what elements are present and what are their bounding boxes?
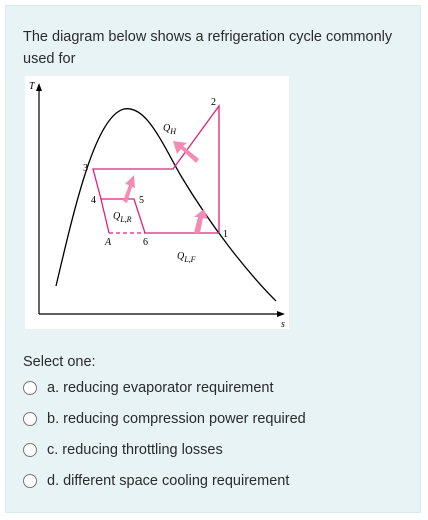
point-label: 4 [91,195,96,206]
heat-label: QH [163,123,177,136]
cycle [92,104,220,234]
point-label: 5 [139,195,144,206]
option-text: c. reducing throttling losses [47,442,223,458]
diagram-bg [25,76,289,329]
option-text: d. different space cooling requirement [47,473,290,489]
option[interactable]: d. different space cooling requirement [23,473,289,489]
heat-label: QL,F [177,251,196,264]
radio[interactable] [23,443,37,457]
s-axis-label: s [281,319,285,329]
radio[interactable] [23,412,37,426]
option-text: a. reducing evaporator requirement [47,380,274,396]
radio[interactable] [23,474,37,488]
prompt: Select one: [23,354,96,370]
radio[interactable] [23,381,37,395]
option-text: b. reducing compression power required [47,411,306,427]
question-card: The diagram below shows a refrigeration … [5,5,421,513]
question-text: The diagram below shows a refrigeration … [23,29,393,67]
heat-label: QL,R [113,211,132,224]
ts-diagram: T s 1 2 3 4 5 6 A QH QL,R QL,F [25,76,289,329]
axis-arrow [36,83,42,91]
point-label: A [104,237,112,248]
point-label: 2 [211,97,216,108]
option[interactable]: b. reducing compression power required [23,411,306,427]
point-label: 6 [143,237,148,248]
saturation-dome [55,108,277,302]
axis-arrow [277,311,285,317]
heat-arrows [123,141,208,233]
diagram-content: T s 1 2 3 4 5 6 A QH QL,R QL,F [29,81,285,329]
point-label: 1 [223,229,228,240]
option[interactable]: c. reducing throttling losses [23,442,223,458]
t-axis-label: T [29,81,36,92]
point-label: 3 [83,163,88,174]
option[interactable]: a. reducing evaporator requirement [23,380,274,396]
